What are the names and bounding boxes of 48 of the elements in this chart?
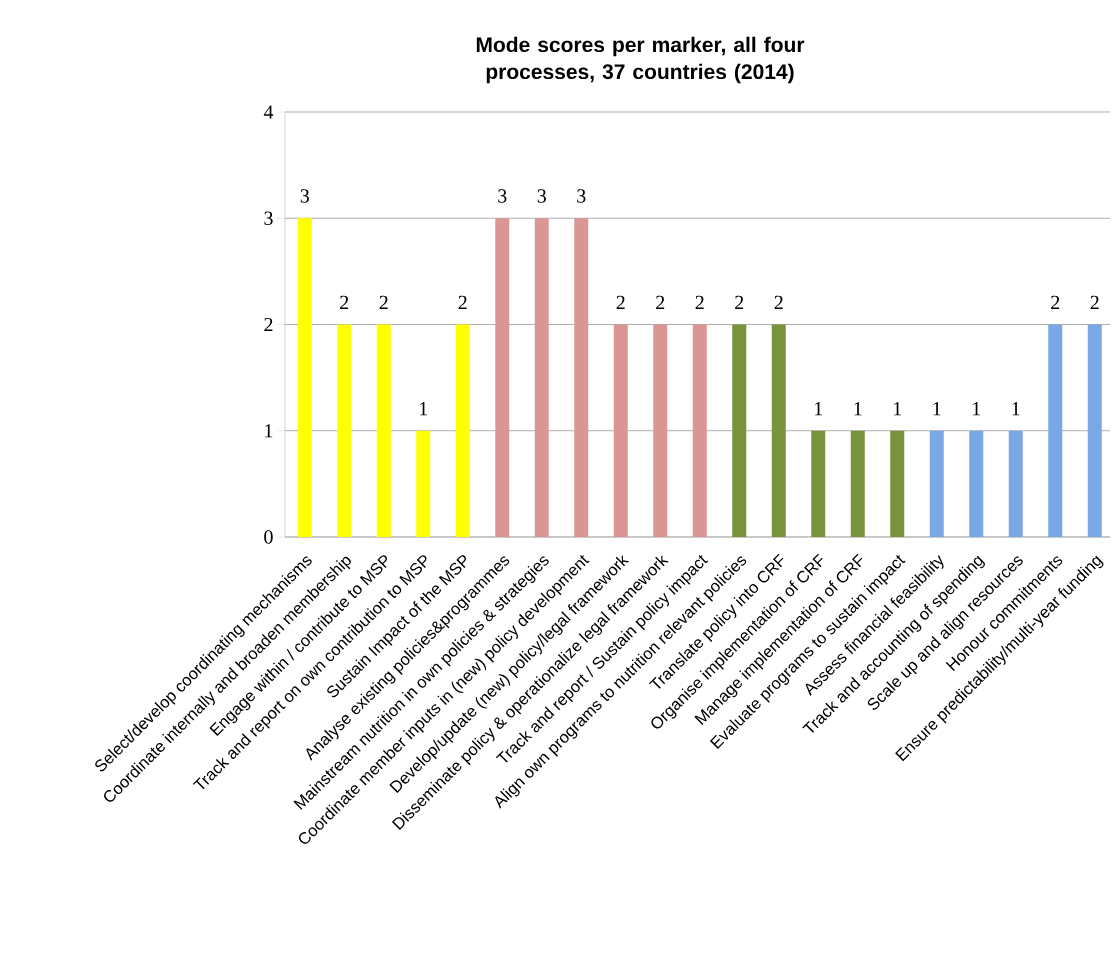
- y-tick-label: 4: [263, 105, 274, 119]
- bar: [376, 324, 391, 537]
- data-label: 3: [300, 189, 309, 203]
- data-label: 2: [735, 295, 744, 309]
- data-label: 2: [1051, 295, 1060, 309]
- bar: [732, 324, 747, 537]
- data-label: 2: [695, 295, 704, 309]
- bar: [850, 430, 865, 537]
- bar: [1087, 324, 1102, 537]
- bar: [534, 218, 549, 537]
- bar: [969, 430, 984, 537]
- bar: [297, 218, 312, 537]
- data-label: 3: [498, 189, 507, 203]
- data-label: 2: [774, 295, 783, 309]
- y-tick-label: 1: [265, 424, 273, 438]
- data-label: 1: [815, 402, 823, 416]
- data-label: 1: [1012, 402, 1020, 416]
- bar: [771, 324, 786, 537]
- data-label: 1: [420, 402, 428, 416]
- data-label: 2: [1090, 295, 1099, 309]
- chart-title: Mode scores per marker, all four processes, 37 countries (2014): [476, 36, 805, 84]
- bar: [890, 430, 905, 537]
- data-label: 2: [616, 295, 625, 309]
- bar: [653, 324, 668, 537]
- data-label: 3: [537, 189, 546, 203]
- data-label: 2: [340, 295, 349, 309]
- data-label: 1: [854, 402, 862, 416]
- data-label: 1: [894, 402, 902, 416]
- data-label: 2: [379, 295, 388, 309]
- y-tick-label: 3: [264, 211, 273, 225]
- bar: [692, 324, 707, 537]
- y-tick-label: 0: [264, 530, 273, 544]
- bar: [929, 430, 944, 537]
- data-label: 1: [973, 402, 981, 416]
- data-label: 2: [656, 295, 665, 309]
- data-label: 2: [458, 295, 467, 309]
- bar: [811, 430, 826, 537]
- bar: [613, 324, 628, 537]
- data-label: 3: [577, 189, 586, 203]
- bar: [574, 218, 589, 537]
- bar: [337, 324, 352, 537]
- bar: [455, 324, 470, 537]
- data-label: 1: [933, 402, 941, 416]
- bar: [495, 218, 510, 537]
- bar: [1048, 324, 1063, 537]
- y-tick-label: 2: [264, 317, 273, 332]
- bar: [1008, 430, 1023, 537]
- bar: [416, 430, 431, 537]
